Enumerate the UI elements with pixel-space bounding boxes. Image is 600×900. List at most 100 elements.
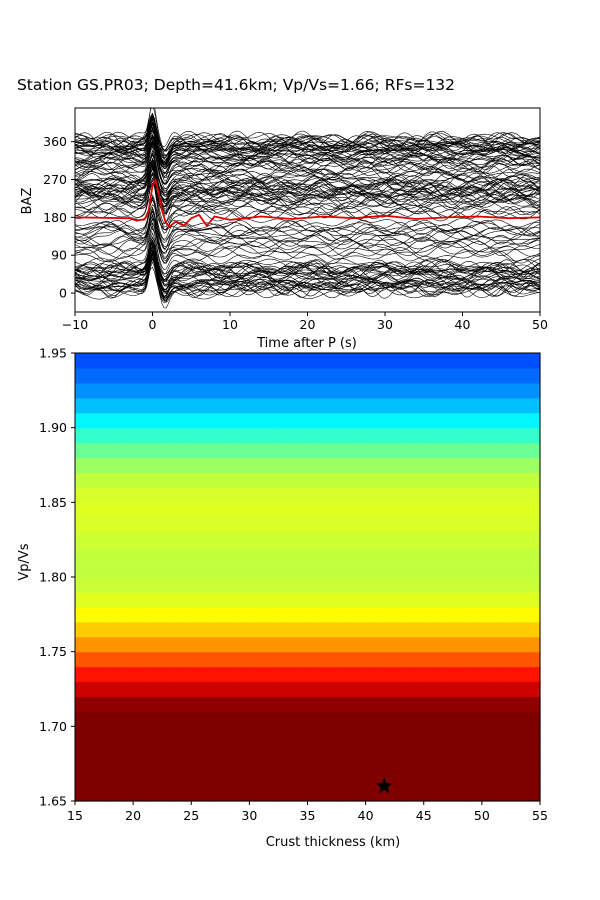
heatmap-cell xyxy=(104,666,111,683)
heatmap-cell xyxy=(412,651,419,668)
heatmap-cell xyxy=(86,696,94,712)
heatmap-cell xyxy=(534,562,541,578)
heatmap-cell xyxy=(104,696,111,712)
heatmap-cell xyxy=(115,621,123,638)
heatmap-cell xyxy=(98,621,105,638)
heatmap-cell xyxy=(493,741,500,757)
heatmap-cell xyxy=(307,681,314,698)
heatmap-cell xyxy=(156,487,163,503)
heatmap-cell xyxy=(162,442,169,459)
heatmap-cell xyxy=(388,457,396,474)
heatmap-cell xyxy=(290,606,297,623)
heatmap-cell xyxy=(156,741,163,757)
heatmap-cell xyxy=(487,412,495,429)
heatmap-cell xyxy=(493,636,500,653)
heatmap-cell xyxy=(109,517,117,533)
heatmap-cell xyxy=(534,741,541,757)
heatmap-cell xyxy=(214,382,221,399)
heatmap-cell xyxy=(109,606,117,623)
heatmap-cell xyxy=(255,606,262,623)
bottom-x-tick-label: 55 xyxy=(532,808,548,823)
heatmap-cell xyxy=(214,771,221,787)
heatmap-cell xyxy=(365,696,373,712)
heatmap-cell xyxy=(214,606,221,623)
heatmap-cell xyxy=(510,666,518,683)
heatmap-cell xyxy=(371,606,378,623)
heatmap-cell xyxy=(377,696,384,712)
heatmap-cell xyxy=(226,517,233,533)
heatmap-cell xyxy=(319,562,326,578)
heatmap-cell xyxy=(452,547,460,563)
heatmap-cell xyxy=(476,771,483,787)
heatmap-cell xyxy=(452,532,460,548)
heatmap-cell xyxy=(295,397,303,414)
heatmap-cell xyxy=(75,577,82,593)
heatmap-cell xyxy=(336,442,343,459)
heatmap-cell xyxy=(249,726,256,742)
heatmap-cell xyxy=(528,517,535,533)
heatmap-cell xyxy=(400,442,407,459)
heatmap-cell xyxy=(348,487,355,503)
heatmap-cell xyxy=(295,756,303,772)
heatmap-cell xyxy=(202,517,210,533)
heatmap-cell xyxy=(220,666,227,683)
heatmap-cell xyxy=(243,756,250,772)
heatmap-cell xyxy=(452,666,460,683)
heatmap-cell xyxy=(313,606,320,623)
heatmap-cell xyxy=(359,771,367,787)
heatmap-cell xyxy=(272,547,280,563)
heatmap-cell xyxy=(127,606,134,623)
heatmap-cell xyxy=(243,532,250,548)
heatmap-cell xyxy=(104,651,111,668)
heatmap-cell xyxy=(371,427,378,444)
heatmap-cell xyxy=(406,741,413,757)
rf-trace xyxy=(75,266,540,299)
heatmap-cell xyxy=(516,353,524,369)
heatmap-cell xyxy=(394,562,402,578)
heatmap-cell xyxy=(458,696,466,712)
heatmap-cell xyxy=(458,756,466,772)
heatmap-cell xyxy=(493,666,500,683)
heatmap-cell xyxy=(336,532,343,548)
heatmap-cell xyxy=(185,591,192,608)
heatmap-cell xyxy=(464,606,471,623)
heatmap-cell xyxy=(330,517,338,533)
heatmap-cell xyxy=(464,382,471,399)
heatmap-cell xyxy=(121,457,128,474)
heatmap-cell xyxy=(481,651,489,668)
heatmap-cell xyxy=(510,532,518,548)
bottom-y-tick-label: 1.95 xyxy=(39,346,67,361)
heatmap-cell xyxy=(185,487,192,503)
heatmap-cell xyxy=(441,636,448,653)
heatmap-cell xyxy=(464,681,471,698)
heatmap-cell xyxy=(80,472,88,488)
heatmap-cell xyxy=(179,696,187,712)
rf-trace xyxy=(75,145,540,204)
heatmap-cell xyxy=(208,726,216,742)
heatmap-cell xyxy=(377,577,384,593)
heatmap-cell xyxy=(447,756,454,772)
heatmap-cell xyxy=(295,726,303,742)
heatmap-cell xyxy=(231,711,239,727)
heatmap-cell xyxy=(336,547,343,563)
heatmap-cell xyxy=(435,741,442,757)
rf-trace xyxy=(75,241,540,288)
heatmap-cell xyxy=(86,412,94,429)
heatmap-cell xyxy=(249,487,256,503)
heatmap-cell xyxy=(226,726,233,742)
heatmap-cell xyxy=(394,412,402,429)
heatmap-cell xyxy=(243,547,250,563)
heatmap-cell xyxy=(284,591,291,608)
heatmap-cell xyxy=(400,666,407,683)
heatmap-cell xyxy=(86,726,94,742)
heatmap-cell xyxy=(383,517,390,533)
top-x-tick-label: 30 xyxy=(377,317,393,332)
heatmap-cell xyxy=(144,487,152,503)
heatmap-cell xyxy=(528,621,535,638)
heatmap-cell xyxy=(458,353,466,369)
bottom-x-tick-label: 25 xyxy=(183,808,199,823)
heatmap-cell xyxy=(412,367,419,384)
heatmap-cell xyxy=(168,517,175,533)
heatmap-cell xyxy=(313,696,320,712)
heatmap-cell xyxy=(144,726,152,742)
